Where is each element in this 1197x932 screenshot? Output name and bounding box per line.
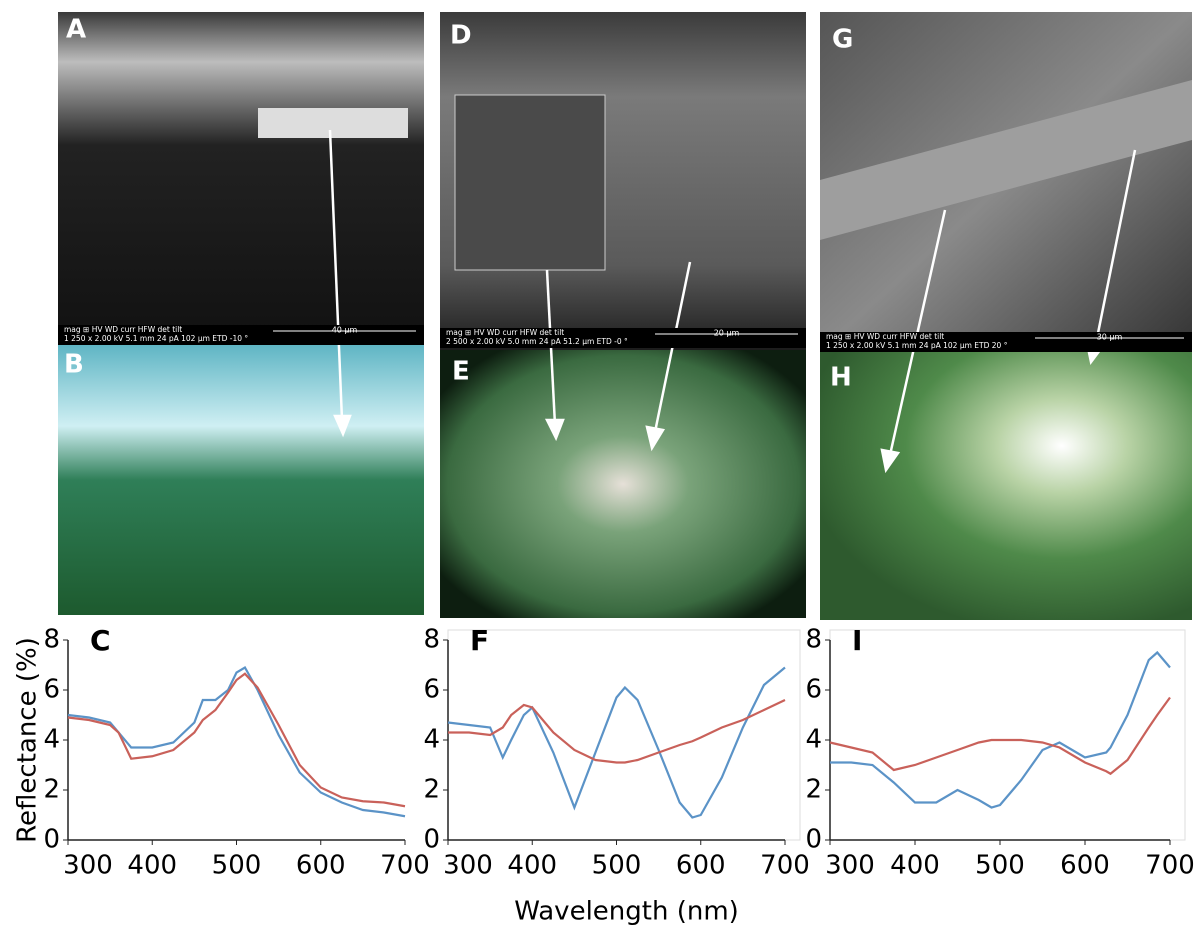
x-tick-label: 500 (592, 851, 642, 881)
scale-label: 30 µm (1097, 333, 1123, 342)
y-axis-label: Reflectance (%) (13, 637, 43, 843)
panel-label: D (450, 21, 472, 51)
x-tick-label: 600 (676, 851, 726, 881)
sem-image (58, 12, 424, 345)
panel-label: I (852, 624, 862, 657)
line-series (68, 674, 405, 807)
line-series (830, 653, 1170, 808)
x-axis-label: Wavelength (nm) (514, 897, 739, 927)
plot-frame (448, 630, 800, 840)
figure: Amag ⊞ HV WD curr HFW det tilt1 250 x 2.… (0, 0, 1197, 932)
y-tick-label: 6 (43, 675, 60, 705)
line-series (68, 668, 405, 817)
panel-label: C (90, 624, 111, 657)
info-text: 2 500 x 2.00 kV 5.0 mm 24 pA 51.2 µm ETD… (446, 337, 628, 346)
x-tick-label: 300 (443, 851, 493, 881)
scale-label: 40 µm (332, 326, 358, 335)
panel-label: A (66, 15, 86, 45)
x-tick-label: 400 (507, 851, 557, 881)
info-text: mag ⊞ HV WD curr HFW det tilt (826, 332, 944, 341)
y-tick-label: 0 (423, 825, 440, 855)
panel-label: H (830, 363, 852, 393)
panel-label: B (64, 350, 84, 380)
optical-image (820, 352, 1192, 620)
x-tick-label: 700 (760, 851, 810, 881)
optical-image (58, 345, 424, 615)
line-series (830, 698, 1170, 774)
x-tick-label: 600 (296, 851, 346, 881)
y-tick-label: 4 (423, 725, 440, 755)
y-tick-label: 0 (805, 825, 822, 855)
optical-image (440, 350, 806, 618)
page: Amag ⊞ HV WD curr HFW det tilt1 250 x 2.… (0, 0, 1197, 932)
x-tick-label: 400 (127, 851, 177, 881)
info-text: mag ⊞ HV WD curr HFW det tilt (64, 325, 182, 334)
y-tick-label: 4 (805, 725, 822, 755)
x-tick-label: 400 (890, 851, 940, 881)
y-tick-label: 8 (805, 625, 822, 655)
info-text: 1 250 x 2.00 kV 5.1 mm 24 pA 102 µm ETD … (826, 341, 1008, 350)
line-series (448, 668, 785, 818)
panel-label: E (452, 357, 470, 387)
y-tick-label: 2 (805, 775, 822, 805)
y-tick-label: 4 (43, 725, 60, 755)
y-tick-label: 0 (43, 825, 60, 855)
line-series (448, 700, 785, 763)
info-text: mag ⊞ HV WD curr HFW det tilt (446, 328, 564, 337)
y-tick-label: 6 (423, 675, 440, 705)
x-tick-label: 500 (212, 851, 262, 881)
x-tick-label: 600 (1060, 851, 1110, 881)
x-tick-label: 700 (380, 851, 430, 881)
plot-frame (830, 630, 1185, 840)
panel-label: F (470, 624, 489, 657)
x-tick-label: 500 (975, 851, 1025, 881)
x-tick-label: 300 (825, 851, 875, 881)
y-tick-label: 6 (805, 675, 822, 705)
frustule-sketch (258, 108, 408, 138)
y-tick-label: 8 (423, 625, 440, 655)
image-panels (58, 12, 1192, 620)
y-tick-label: 2 (43, 775, 60, 805)
y-tick-label: 8 (43, 625, 60, 655)
info-text: 1 250 x 2.00 kV 5.1 mm 24 pA 102 µm ETD … (64, 334, 248, 343)
panel-label: G (832, 25, 853, 55)
frustule-sketch (455, 95, 605, 270)
y-tick-label: 2 (423, 775, 440, 805)
scale-label: 20 µm (714, 329, 740, 338)
x-tick-label: 700 (1145, 851, 1195, 881)
x-tick-label: 300 (63, 851, 113, 881)
